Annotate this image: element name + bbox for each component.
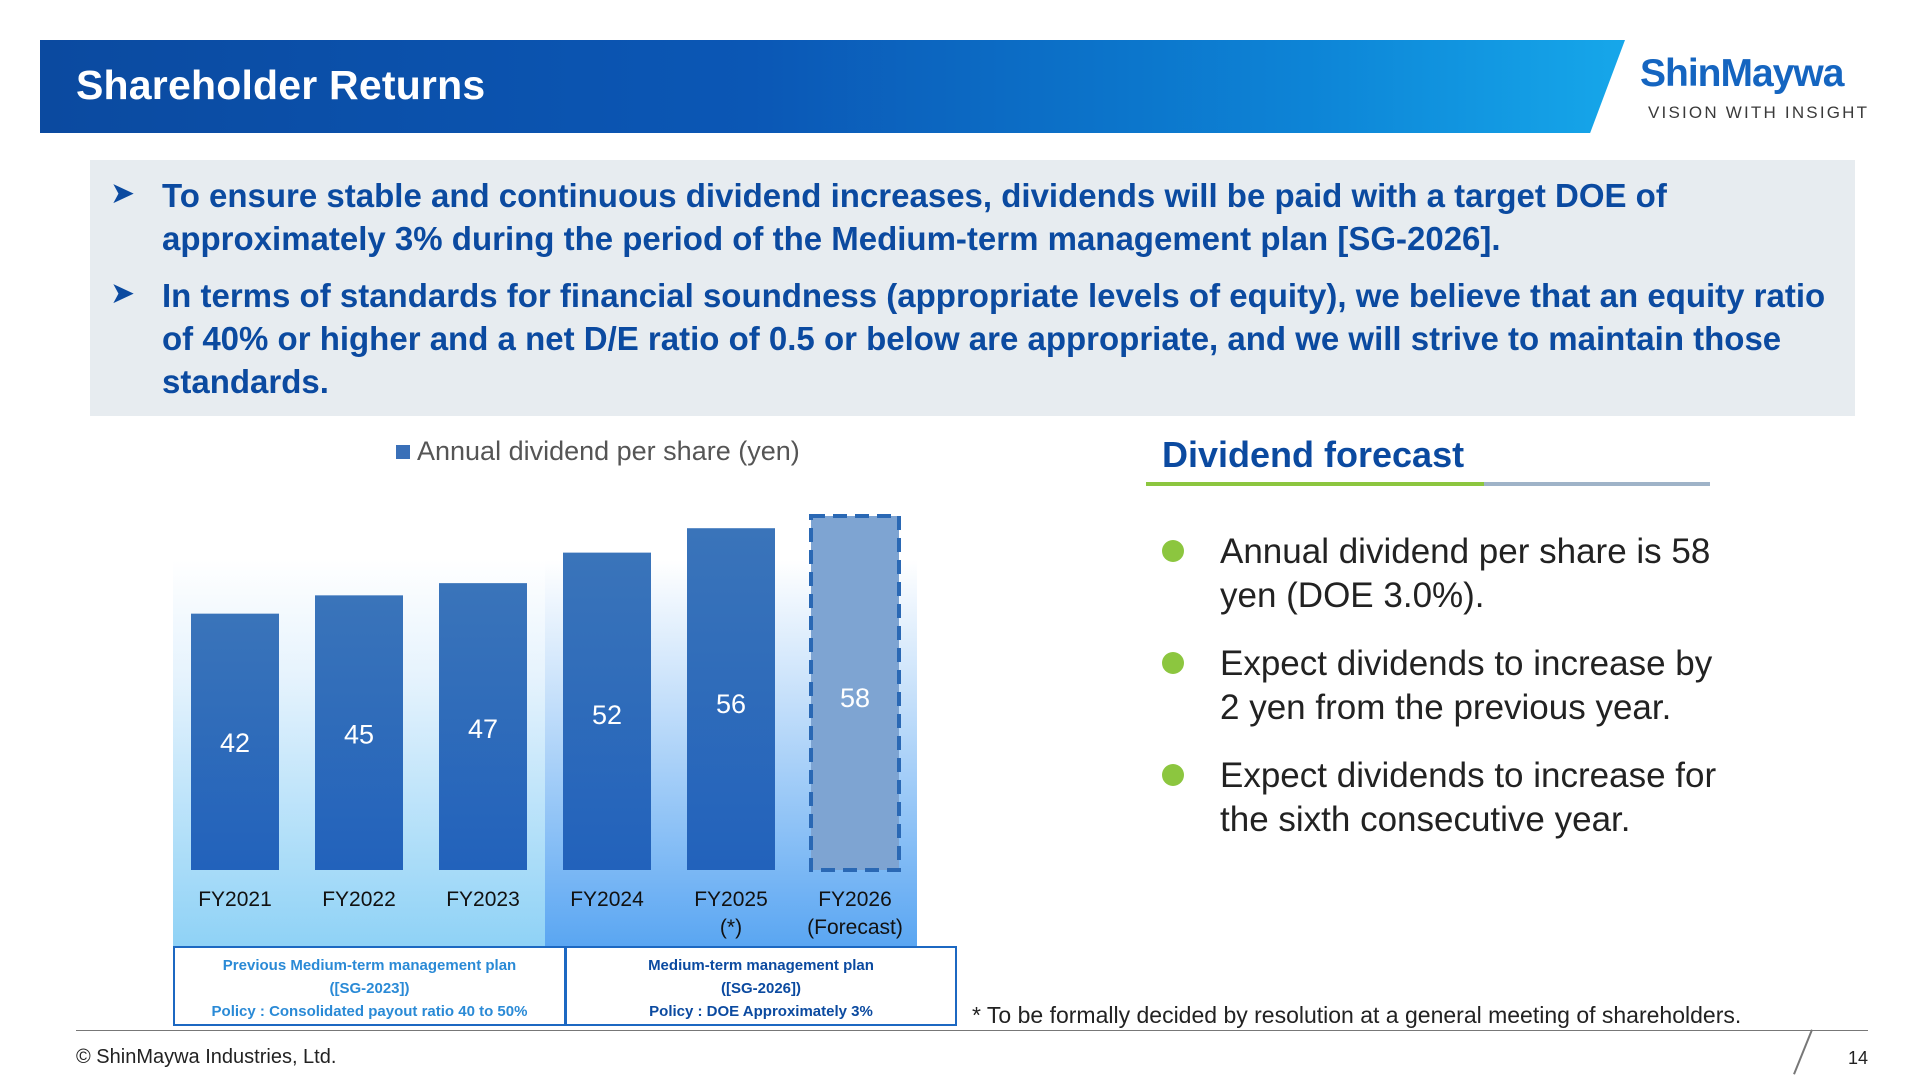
forecast-item-line: Expect dividends to increase by xyxy=(1220,644,1713,683)
bar-value-label: 47 xyxy=(468,714,498,744)
policy-bullet-text: To ensure stable and continuous dividend… xyxy=(162,177,1667,257)
arrow-bullet-icon: ➤ xyxy=(110,177,136,210)
green-dot-icon xyxy=(1162,652,1184,674)
x-tick-label: FY2021 xyxy=(198,888,272,911)
bar xyxy=(563,552,651,870)
copyright: © ShinMaywa Industries, Ltd. xyxy=(76,1046,337,1068)
bar xyxy=(439,583,527,870)
bar-value-label: 45 xyxy=(344,720,374,750)
x-tick-label: FY2025 xyxy=(694,888,768,911)
green-dot-icon xyxy=(1162,540,1184,562)
forecast-item-line: the sixth consecutive year. xyxy=(1220,800,1631,839)
forecast-item-line: Expect dividends to increase for xyxy=(1220,756,1717,795)
plan-line: Medium-term management plan xyxy=(648,957,874,974)
bar xyxy=(687,528,775,870)
plan-line: Previous Medium-term management plan xyxy=(222,957,517,974)
legend-label: Annual dividend per share (yen) xyxy=(417,436,800,466)
bar xyxy=(191,613,279,870)
footnote: * To be formally decided by resolution a… xyxy=(972,1002,1742,1028)
plan-line: Policy : DOE Approximately 3% xyxy=(649,1003,873,1020)
policy-bullet-text: In terms of standards for financial soun… xyxy=(162,277,1826,400)
plan-line: Policy : Consolidated payout ratio 40 to… xyxy=(211,1003,528,1020)
chart-legend: Annual dividend per share (yen) xyxy=(396,436,800,467)
forecast-underline xyxy=(1484,482,1710,486)
x-tick-label: FY2024 xyxy=(570,888,644,911)
forecast-item-line: 2 yen from the previous year. xyxy=(1220,688,1672,727)
logo-tagline: VISION WITH INSIGHT xyxy=(1648,103,1870,122)
x-tick-label: FY2026 xyxy=(818,888,892,911)
page-title: Shareholder Returns xyxy=(76,62,486,108)
arrow-bullet-icon: ➤ xyxy=(110,277,136,310)
bar-value-label: 42 xyxy=(220,728,250,758)
policy-bullet: ➤ In terms of standards for financial so… xyxy=(110,274,1830,403)
plan-line: ([SG-2026]) xyxy=(720,980,802,997)
page-number: 14 xyxy=(1848,1048,1869,1068)
header-band xyxy=(40,40,1625,133)
forecast-bar xyxy=(809,514,901,872)
bar xyxy=(315,595,403,870)
x-tick-label: (Forecast) xyxy=(807,916,903,939)
x-tick-label: FY2023 xyxy=(446,888,520,911)
bar-value-label: 52 xyxy=(592,700,622,730)
x-tick-label: FY2022 xyxy=(322,888,396,911)
forecast-title: Dividend forecast xyxy=(1162,434,1465,475)
forecast-item: Expect dividends to increase for the six… xyxy=(1162,754,1762,842)
legend-swatch xyxy=(396,444,410,459)
forecast-underline-accent xyxy=(1146,482,1484,486)
bar-value-label: 56 xyxy=(716,689,746,719)
forecast-item-line: yen (DOE 3.0%). xyxy=(1220,576,1485,615)
bar-value-label: 58 xyxy=(840,683,870,713)
forecast-item-line: Annual dividend per share is 58 xyxy=(1220,532,1711,571)
x-tick-label: (*) xyxy=(720,916,742,939)
policy-box: ➤ To ensure stable and continuous divide… xyxy=(90,160,1855,416)
current-plan-box: Medium-term management plan ([SG-2026]) … xyxy=(565,946,957,1026)
footer-divider xyxy=(76,1030,1868,1031)
green-dot-icon xyxy=(1162,764,1184,786)
previous-plan-box: Previous Medium-term management plan ([S… xyxy=(173,946,566,1026)
plan-line: ([SG-2023]) xyxy=(329,980,410,997)
forecast-item: Expect dividends to increase by 2 yen fr… xyxy=(1162,642,1762,730)
policy-bullet: ➤ To ensure stable and continuous divide… xyxy=(110,174,1830,260)
company-logo: ShinMaywa xyxy=(1640,52,1844,95)
forecast-item: Annual dividend per share is 58 yen (DOE… xyxy=(1162,530,1762,618)
